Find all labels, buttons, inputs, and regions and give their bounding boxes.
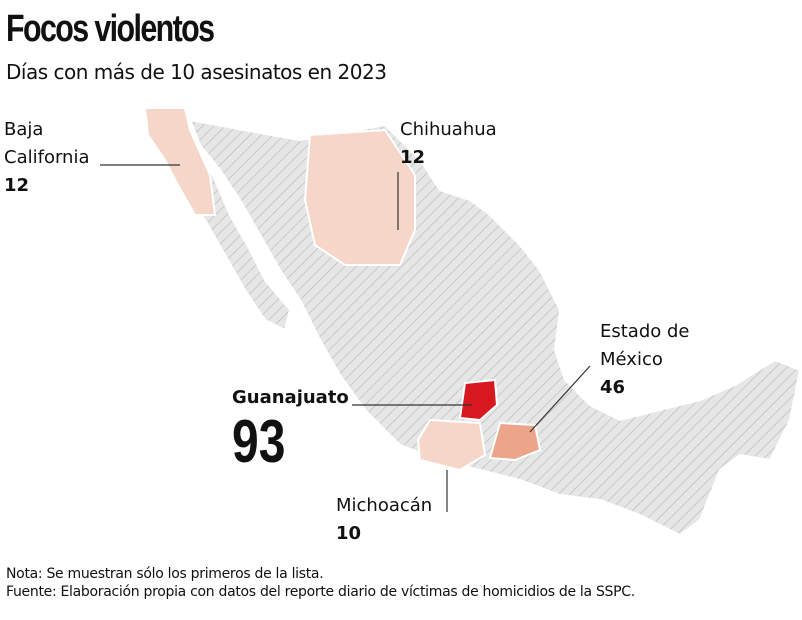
region-label: Estado de México 46 xyxy=(600,318,710,402)
state-shape xyxy=(458,378,499,422)
region-name: Baja California xyxy=(4,119,90,168)
region-label: Baja California 12 xyxy=(4,116,104,200)
region-value: 10 xyxy=(336,523,362,544)
source: Fuente: Elaboración propia con datos del… xyxy=(6,584,635,600)
note: Nota: Se muestran sólo los primeros de l… xyxy=(6,566,324,582)
state-shape xyxy=(303,128,416,266)
highlighted-states xyxy=(143,107,542,472)
region-label: Chihuahua 12 xyxy=(400,116,497,172)
region-value: 12 xyxy=(400,147,426,168)
state-shape xyxy=(143,107,217,216)
region-value: 93 xyxy=(232,408,286,475)
region-name: Estado de México xyxy=(600,321,690,370)
leader-lines xyxy=(100,164,591,512)
region-label: Guanajuato 93 xyxy=(232,384,349,472)
region-name: Chihuahua xyxy=(400,119,497,140)
subtitle: Días con más de 10 asesinatos en 2023 xyxy=(6,60,387,84)
state-shape xyxy=(488,421,542,462)
region-value: 46 xyxy=(600,377,626,398)
title: Focos violentos xyxy=(6,8,215,50)
region-name: Michoacán xyxy=(336,495,433,516)
region-value: 12 xyxy=(4,175,30,196)
region-label: Michoacán 10 xyxy=(336,492,432,548)
state-shape xyxy=(416,418,487,472)
region-name: Guanajuato xyxy=(232,387,349,408)
